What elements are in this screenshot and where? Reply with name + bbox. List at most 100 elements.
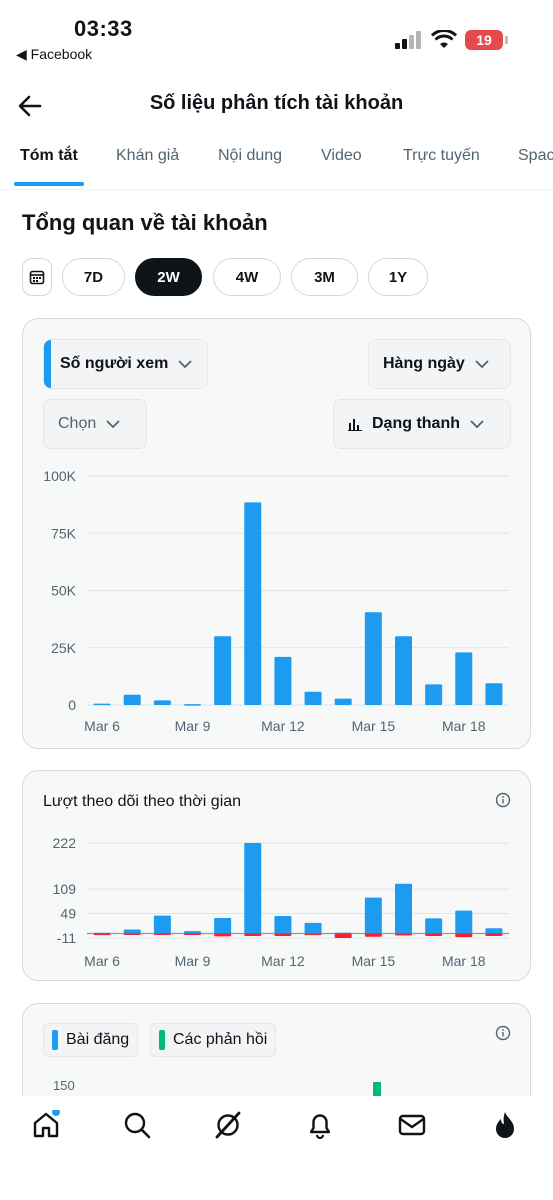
battery-icon: 19 — [465, 30, 508, 50]
info-icon[interactable] — [495, 1025, 511, 1041]
y-tick-label: 109 — [53, 881, 77, 897]
posts-y-tick-top: 150 — [53, 1078, 75, 1093]
bar — [455, 910, 473, 934]
bar — [153, 700, 171, 705]
chart-type-dropdown-label: Dạng thanh — [372, 415, 460, 432]
tab-bar: Tóm tắt Khán giả Nội dung Video Trực tuy… — [0, 138, 553, 190]
legend-replies-swatch — [159, 1030, 165, 1050]
chevron-down-icon — [470, 420, 484, 428]
views-card: Số người xem Hàng ngày Chọn Dạng thanh 1… — [22, 318, 531, 749]
followers-card-title: Lượt theo dõi theo thời gian — [43, 793, 242, 810]
legend-replies[interactable]: Các phản hồi — [150, 1023, 277, 1057]
y-tick-label: 25K — [51, 640, 77, 656]
messages-icon[interactable] — [397, 1110, 427, 1140]
views-bar-chart: 100K 75K 50K 25K 0 Mar 6 Mar 9 Mar 12 Mar 15 Mar … — [43, 468, 509, 734]
calendar-button[interactable] — [22, 258, 52, 296]
interval-dropdown-label: Hàng ngày — [383, 355, 465, 372]
home-icon[interactable] — [31, 1110, 61, 1140]
x-tick-label: Mar 9 — [175, 718, 211, 734]
metric-dropdown[interactable]: Số người xem — [43, 339, 208, 389]
x-tick-label: Mar 6 — [84, 718, 120, 734]
chart-type-dropdown[interactable]: Dạng thanh — [333, 399, 511, 449]
bar — [274, 656, 292, 705]
bar — [425, 918, 443, 934]
bar — [184, 931, 201, 934]
page-title: Số liệu phân tích tài khoản — [149, 92, 404, 114]
bar — [364, 612, 382, 705]
bar — [304, 691, 322, 705]
range-1y-button[interactable]: 1Y — [368, 258, 428, 296]
legend-posts-label: Bài đăng — [66, 1031, 130, 1048]
bar-negative — [425, 933, 443, 936]
grok-icon[interactable] — [213, 1110, 243, 1140]
bar-negative — [274, 933, 292, 936]
metric-color-accent — [44, 340, 51, 388]
y-tick-label: 49 — [60, 906, 76, 922]
compare-dropdown-label: Chọn — [58, 415, 97, 432]
y-tick-label: 100K — [43, 468, 76, 484]
section-title: Tổng quan về tài khoản — [22, 210, 268, 235]
bar — [485, 683, 503, 705]
replies-bar — [373, 1082, 381, 1102]
tab-audience[interactable]: Khán giả — [116, 147, 180, 164]
bottom-nav — [0, 1096, 553, 1200]
bar — [364, 897, 382, 934]
range-3m-button[interactable]: 3M — [291, 258, 358, 296]
y-tick-label: 50K — [51, 583, 77, 599]
bar-negative — [123, 933, 141, 936]
range-4w-button[interactable]: 4W — [213, 258, 281, 296]
bar-negative — [184, 933, 201, 936]
bar — [184, 704, 201, 706]
tab-summary[interactable]: Tóm tắt — [20, 147, 78, 164]
compare-dropdown[interactable]: Chọn — [43, 399, 147, 449]
search-icon[interactable] — [122, 1110, 152, 1140]
bar-negative — [395, 933, 412, 936]
bar — [334, 698, 352, 705]
y-tick-label: -11 — [57, 930, 76, 946]
bar — [304, 922, 322, 934]
chevron-down-icon — [178, 360, 192, 368]
bar — [153, 915, 171, 934]
bar-negative — [304, 933, 322, 936]
bar — [214, 918, 232, 934]
legend-posts-swatch — [52, 1030, 58, 1050]
bar-chart-icon — [348, 419, 362, 431]
notifications-icon[interactable] — [305, 1110, 335, 1140]
back-arrow-icon[interactable] — [16, 92, 44, 120]
bar-negative — [244, 933, 262, 936]
back-to-app-link[interactable]: ◀ Facebook — [16, 46, 93, 62]
signal-icon — [395, 31, 421, 49]
calendar-icon — [29, 270, 45, 285]
x-tick-label: Mar 15 — [352, 718, 396, 734]
y-tick-label: 75K — [51, 525, 77, 541]
bar — [395, 636, 412, 705]
range-7d-button[interactable]: 7D — [62, 258, 125, 296]
bar-negative — [455, 933, 473, 938]
bar — [244, 843, 262, 934]
bar-negative — [153, 933, 171, 936]
bar-negative — [364, 933, 382, 937]
followers-bar-chart: 222 109 49 -11 Mar 6 Mar 9 Mar 12 Mar 15 Mar 18 — [53, 835, 509, 969]
x-tick-label: Mar 12 — [261, 718, 305, 734]
bar — [274, 915, 292, 934]
bar — [425, 684, 443, 705]
tab-spaces[interactable]: Spac — [518, 147, 553, 164]
bar — [123, 694, 141, 705]
bar-negative — [485, 933, 503, 936]
x-tick-label: Mar 18 — [442, 718, 486, 734]
bar — [214, 636, 232, 705]
info-icon[interactable] — [495, 792, 511, 808]
range-2w-button[interactable]: 2W — [135, 258, 202, 296]
chevron-down-icon — [475, 360, 489, 368]
followers-card: Lượt theo dõi theo thời gian 222 109 49 -11… — [22, 770, 531, 981]
x-tick-label: Mar 9 — [175, 953, 211, 969]
legend-posts[interactable]: Bài đăng — [43, 1023, 139, 1057]
bar — [455, 652, 473, 705]
tab-live[interactable]: Trực tuyến — [403, 147, 480, 164]
tab-video[interactable]: Video — [321, 147, 362, 164]
tab-content[interactable]: Nội dung — [218, 147, 283, 164]
bar-negative — [93, 933, 111, 936]
interval-dropdown[interactable]: Hàng ngày — [368, 339, 511, 389]
flame-icon[interactable] — [490, 1110, 520, 1140]
chevron-down-icon — [106, 420, 120, 428]
